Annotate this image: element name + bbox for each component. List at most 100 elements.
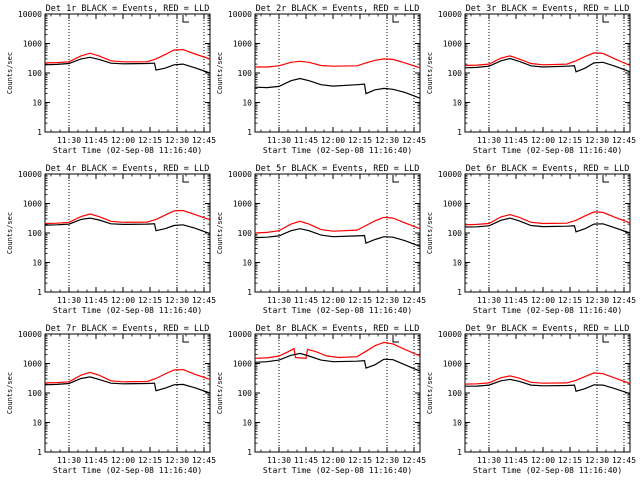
range-bracket-mark: [392, 15, 399, 23]
y-tick-label: 100: [448, 229, 463, 238]
y-tick-label: 100: [238, 229, 253, 238]
series-line-red-lld: [254, 341, 421, 359]
y-tick-label: 10000: [18, 10, 42, 19]
range-bracket-mark: [182, 15, 189, 23]
plot-frame: [44, 13, 211, 133]
series-line-black-events: [44, 376, 211, 394]
range-bracket-mark: [602, 175, 609, 183]
x-tick-label: 12:45: [402, 136, 426, 145]
plot-frame: [464, 13, 631, 133]
x-tick-label: 12:30: [165, 456, 189, 465]
y-tick-label: 100: [448, 389, 463, 398]
y-tick-label: 1000: [443, 40, 462, 49]
y-tick-label: 10: [242, 259, 252, 268]
range-bracket-mark: [602, 15, 609, 23]
y-tick-label: 1: [457, 128, 462, 137]
x-tick-label: 12:00: [321, 456, 345, 465]
range-bracket-mark: [392, 175, 399, 183]
x-tick-label: 12:00: [531, 456, 555, 465]
x-axis-label: Start Time (02-Sep-08 11:16:40): [263, 146, 412, 155]
x-tick-label: 11:45: [504, 136, 528, 145]
x-tick-label: 12:45: [612, 136, 636, 145]
y-tick-label: 100: [28, 229, 43, 238]
chart-panel-5: Det 5r BLACK = Events, RED = LLD 1 10 100 10…: [216, 164, 426, 315]
x-axis-label: Start Time (02-Sep-08 11:16:40): [53, 466, 202, 475]
y-axis-label: Counts/sec: [6, 212, 14, 254]
series-line-black-events: [254, 77, 421, 99]
x-axis-label: Start Time (02-Sep-08 11:16:40): [473, 306, 622, 315]
y-axis-label: Counts/sec: [6, 52, 14, 94]
x-tick-label: 12:30: [585, 296, 609, 305]
chart-panel-9: Det 9r BLACK = Events, RED = LLD 1 10 100 10…: [426, 324, 636, 475]
y-tick-label: 1: [37, 288, 42, 297]
y-tick-label: 1000: [443, 360, 462, 369]
plot-frame: [44, 173, 211, 293]
range-bracket-mark: [182, 175, 189, 183]
x-tick-label: 11:45: [84, 136, 108, 145]
y-tick-label: 100: [238, 69, 253, 78]
plot-frame: [464, 173, 631, 293]
x-tick-label: 12:30: [165, 136, 189, 145]
y-tick-label: 10000: [438, 330, 462, 339]
y-tick-label: 10000: [228, 170, 252, 179]
series-line-red-lld: [44, 368, 211, 384]
x-tick-label: 12:30: [375, 456, 399, 465]
x-tick-label: 12:45: [192, 456, 216, 465]
series-line-black-events: [464, 378, 631, 395]
x-tick-label: 11:30: [267, 136, 291, 145]
range-bracket-mark: [602, 335, 609, 343]
y-tick-label: 100: [28, 69, 43, 78]
x-axis-label: Start Time (02-Sep-08 11:16:40): [263, 306, 412, 315]
y-tick-label: 10000: [438, 10, 462, 19]
plot-frame: [254, 13, 421, 133]
x-tick-label: 12:00: [321, 296, 345, 305]
chart-panel-4: Det 4r BLACK = Events, RED = LLD 1 10 100 10…: [6, 164, 216, 315]
x-tick-label: 11:30: [57, 456, 81, 465]
x-tick-label: 11:45: [294, 456, 318, 465]
y-tick-label: 1: [247, 288, 252, 297]
y-tick-label: 1000: [233, 40, 252, 49]
range-bracket-mark: [392, 335, 399, 343]
x-tick-label: 12:15: [348, 136, 372, 145]
x-axis-label: Start Time (02-Sep-08 11:16:40): [53, 146, 202, 155]
chart-title: Det 3r BLACK = Events, RED = LLD: [466, 4, 630, 14]
x-tick-label: 12:30: [165, 296, 189, 305]
plot-frame: [44, 333, 211, 453]
y-axis-label: Counts/sec: [426, 52, 434, 94]
x-tick-label: 11:30: [477, 136, 501, 145]
x-tick-label: 12:00: [321, 136, 345, 145]
x-tick-label: 11:30: [57, 136, 81, 145]
chart-panel-6: Det 6r BLACK = Events, RED = LLD 1 10 100 10…: [426, 164, 636, 315]
y-axis-label: Counts/sec: [426, 212, 434, 254]
chart-panel-3: Det 3r BLACK = Events, RED = LLD 1 10 100 10…: [426, 4, 636, 155]
chart-title: Det 1r BLACK = Events, RED = LLD: [46, 4, 210, 14]
chart-title: Det 2r BLACK = Events, RED = LLD: [256, 4, 420, 14]
plot-frame: [254, 333, 421, 453]
chart-panel-2: Det 2r BLACK = Events, RED = LLD 1 10 100 10…: [216, 4, 426, 155]
x-tick-label: 11:45: [504, 456, 528, 465]
chart-title: Det 4r BLACK = Events, RED = LLD: [46, 164, 210, 174]
x-tick-label: 12:15: [348, 456, 372, 465]
series-line-black-events: [44, 56, 211, 74]
series-line-red-lld: [44, 209, 211, 225]
y-tick-label: 10: [242, 99, 252, 108]
x-tick-label: 11:45: [84, 456, 108, 465]
y-tick-label: 1000: [23, 40, 42, 49]
x-tick-label: 12:30: [585, 456, 609, 465]
plot-frame: [254, 173, 421, 293]
range-bracket-mark: [182, 335, 189, 343]
y-axis-label: Counts/sec: [216, 212, 224, 254]
series-line-red-lld: [44, 48, 211, 64]
x-tick-label: 12:45: [192, 136, 216, 145]
x-tick-label: 12:00: [111, 296, 135, 305]
y-tick-label: 1: [37, 128, 42, 137]
x-tick-label: 12:30: [375, 296, 399, 305]
series-line-black-events: [44, 217, 211, 235]
chart-title: Det 5r BLACK = Events, RED = LLD: [256, 164, 420, 174]
chart-title: Det 6r BLACK = Events, RED = LLD: [466, 164, 630, 174]
y-tick-label: 1: [37, 448, 42, 457]
plot-frame: [464, 333, 631, 453]
x-tick-label: 12:45: [192, 296, 216, 305]
y-axis-label: Counts/sec: [216, 52, 224, 94]
